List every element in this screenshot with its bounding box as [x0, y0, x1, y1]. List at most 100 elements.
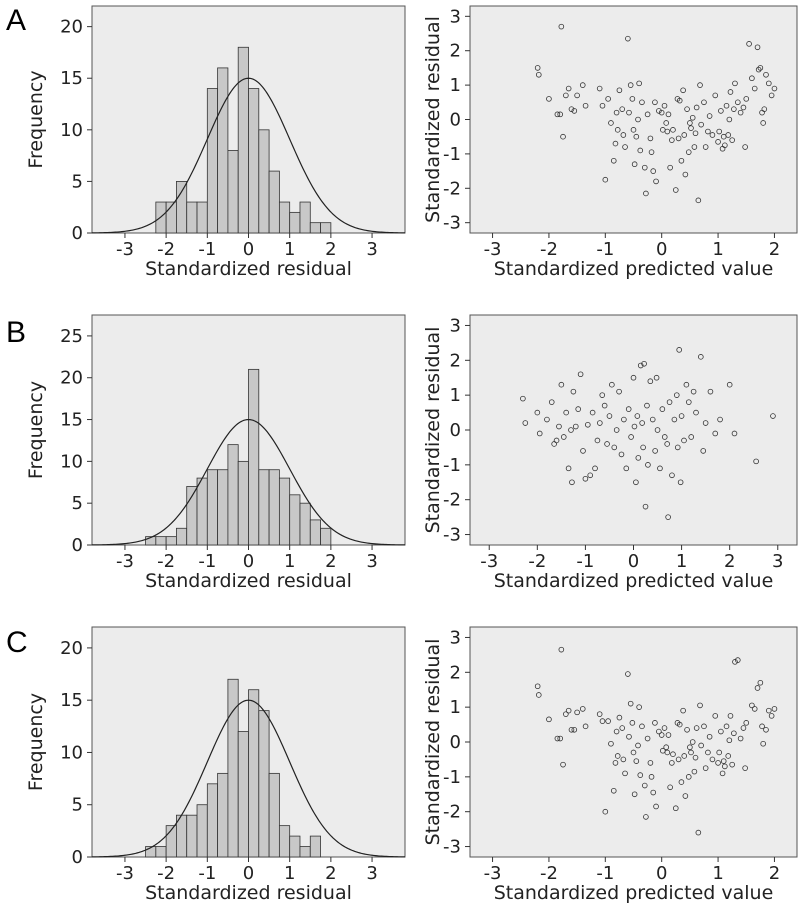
y-tick-label: 5 — [72, 795, 83, 816]
scatter-point — [645, 462, 651, 468]
scatter-point — [625, 35, 631, 42]
scatter-point — [684, 727, 690, 733]
scatter-point — [700, 448, 707, 454]
scatter-point — [636, 704, 642, 710]
scatter-point — [560, 761, 566, 768]
scatter-point — [647, 135, 654, 142]
histogram-bar — [176, 181, 188, 234]
scatter-point — [760, 120, 766, 126]
scatter-point — [661, 102, 668, 109]
scatter-point — [616, 87, 623, 94]
scatter-point — [753, 458, 759, 465]
scatter-point — [643, 814, 649, 820]
scatter-point — [596, 711, 603, 717]
x-tick-label: -1 — [596, 863, 614, 884]
scatter-point — [665, 111, 672, 118]
scatter-point — [612, 140, 619, 147]
scatter-point — [687, 744, 693, 751]
scatter-point — [594, 437, 601, 444]
x-tick-label: 0 — [243, 551, 254, 572]
scatter-point — [637, 362, 644, 369]
scatter-point — [661, 725, 668, 731]
histogram-bar — [268, 170, 280, 234]
histogram-bar — [289, 494, 301, 546]
scatter-point — [731, 430, 738, 437]
scatter-point — [732, 659, 738, 665]
scatter-point — [678, 779, 685, 785]
scatter-point — [568, 106, 575, 112]
scatter-point — [761, 106, 768, 112]
histogram-bar — [258, 710, 270, 858]
scatter-point — [592, 465, 598, 472]
scatter-point — [568, 727, 575, 733]
scatter-point — [557, 735, 564, 742]
scatter-point — [633, 758, 640, 764]
scatter-point — [546, 96, 552, 102]
histogram-bar — [289, 835, 301, 858]
scatter-point — [648, 774, 655, 780]
scatter-point — [631, 423, 638, 430]
scatter-point — [630, 374, 637, 381]
scatter-point — [685, 774, 692, 780]
scatter-point — [669, 472, 675, 479]
scatter-point — [715, 139, 721, 145]
histogram-bar — [217, 469, 229, 546]
x-tick-label: -2 — [528, 551, 546, 572]
scatter-point — [682, 793, 689, 799]
scatter-point — [634, 413, 641, 419]
x-tick-label: 2 — [325, 551, 336, 572]
scatter-point — [722, 763, 728, 770]
scatter-point — [678, 413, 685, 419]
y-tick-label: 2 — [450, 41, 461, 62]
scatter-point — [652, 448, 658, 454]
scatter-point — [671, 416, 678, 423]
scatter-point — [626, 109, 632, 116]
y-tick-label: -1 — [443, 144, 461, 165]
scatter-point — [614, 753, 621, 759]
scatter-point — [599, 392, 606, 398]
scatter-point — [771, 85, 778, 92]
scatter-point — [746, 41, 752, 47]
scatter-point — [563, 711, 569, 717]
scatter-point — [737, 109, 744, 116]
scatter-point — [608, 740, 614, 747]
y-tick-label: 1 — [450, 75, 461, 96]
histogram-bar — [299, 502, 311, 546]
scatter-point — [683, 381, 690, 388]
scatter-point — [644, 402, 650, 409]
y-tick-label: 15 — [60, 410, 83, 431]
scatter-point — [577, 371, 584, 378]
scatter-point — [770, 413, 776, 419]
scatter-point — [729, 761, 735, 768]
scatter-point — [760, 740, 766, 747]
scatter-point — [688, 434, 695, 440]
y-tick-label: -3 — [443, 525, 461, 546]
x-tick-label: 2 — [724, 551, 735, 572]
scatter-point — [557, 111, 564, 118]
x-tick-label: -3 — [484, 239, 502, 260]
x-tick-label: 3 — [772, 551, 783, 572]
scatter-point — [596, 85, 603, 92]
scatter-point — [720, 758, 727, 764]
scatter-point — [654, 427, 661, 433]
y-tick-label: 10 — [60, 742, 83, 763]
scatter-point — [691, 768, 698, 775]
y-tick-label: 1 — [450, 385, 461, 406]
scatter-point — [672, 805, 679, 812]
histogram-bar — [186, 201, 198, 234]
scatter-point — [606, 413, 613, 419]
scatter-point — [548, 399, 555, 405]
scatter-point — [731, 106, 737, 112]
scatter-point — [754, 44, 761, 51]
scatter-point — [565, 85, 572, 92]
scatter-point — [702, 144, 709, 150]
x-tick-label: -3 — [116, 239, 134, 260]
scatter-point — [698, 742, 704, 749]
scatter-point — [629, 720, 636, 726]
scatter-point — [716, 749, 722, 756]
scatter-point — [565, 707, 572, 714]
scatter-point — [768, 92, 775, 99]
scatter-point — [723, 102, 730, 109]
histogram-bar — [217, 772, 229, 858]
scatter-point — [612, 760, 619, 766]
